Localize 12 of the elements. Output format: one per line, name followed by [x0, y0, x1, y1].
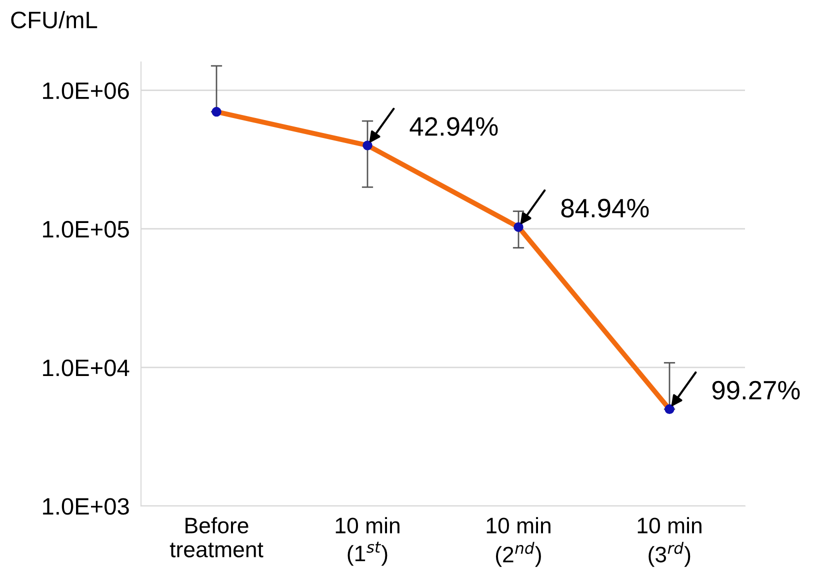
annotation: 99.27% [712, 380, 800, 400]
annotation: 84.94% [561, 198, 649, 218]
x-tick-label: Before treatment [170, 517, 264, 558]
y-tick-label: 1.0E+06 [43, 82, 129, 100]
y-tick-label: 1.0E+04 [43, 359, 130, 376]
y-axis-title: CFU/mL [11, 10, 98, 28]
y-tick-label: 1.0E+03 [43, 498, 129, 515]
annotation: 42.94% [410, 117, 498, 136]
x-tick-label: 10 min (3$^{rd}$) [638, 517, 702, 567]
y-tick-label: 1.0E+05 [43, 220, 129, 238]
x-tick-label: 10 min (1$^{st}$) [336, 517, 400, 566]
x-tick-label: 10 min (2$^{nd}$) [486, 517, 550, 567]
